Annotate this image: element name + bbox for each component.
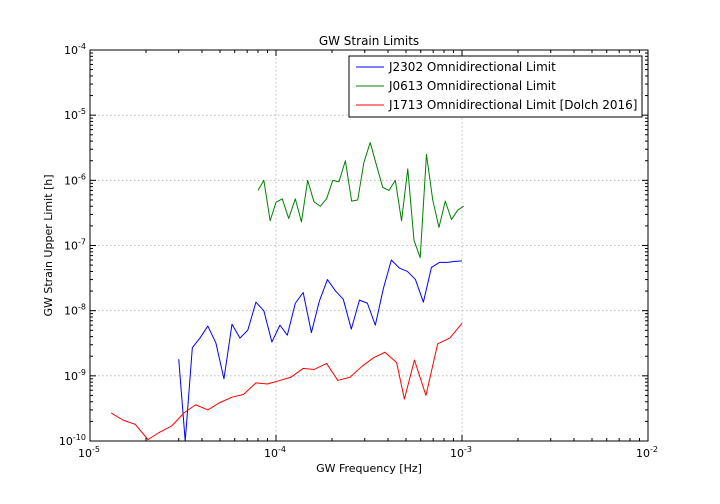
- series-layer: [110, 142, 464, 441]
- y-tick-label: 10-10: [59, 433, 86, 448]
- y-tick-label: 10-6: [64, 172, 86, 187]
- series-line-1: [257, 142, 464, 259]
- legend-label: J0613 Omnidirectional Limit: [388, 79, 556, 93]
- y-tick-label: 10-7: [64, 238, 86, 253]
- legend: J2302 Omnidirectional Limit J0613 Omnidir…: [348, 55, 643, 118]
- x-axis-title: GW Frequency [Hz]: [316, 462, 422, 475]
- y-tick-label: 10-9: [64, 368, 86, 383]
- y-tick-label: 10-5: [64, 107, 86, 122]
- series-line-0: [178, 259, 463, 441]
- x-tick-label: 10-4: [264, 445, 286, 460]
- y-tick-label: 10-4: [64, 42, 86, 57]
- x-tick-label: 10-2: [636, 445, 658, 460]
- legend-box: [348, 55, 643, 118]
- legend-label: J2302 Omnidirectional Limit: [388, 60, 556, 74]
- x-tick-label: 10-5: [78, 445, 100, 460]
- y-tick-label: 10-8: [64, 303, 86, 318]
- axis-ticks: 10-5 10-4 10-3 10-2 10-10 10-9 10-8 10-7 10-6 10-…: [59, 42, 658, 460]
- legend-label: J1713 Omnidirectional Limit [Dolch 2016]: [388, 98, 637, 112]
- x-tick-label: 10-3: [450, 445, 472, 460]
- chart-title: GW Strain Limits: [319, 34, 419, 48]
- y-axis-title: GW Strain Upper Limit [h]: [42, 174, 55, 316]
- series-line-2: [110, 322, 463, 441]
